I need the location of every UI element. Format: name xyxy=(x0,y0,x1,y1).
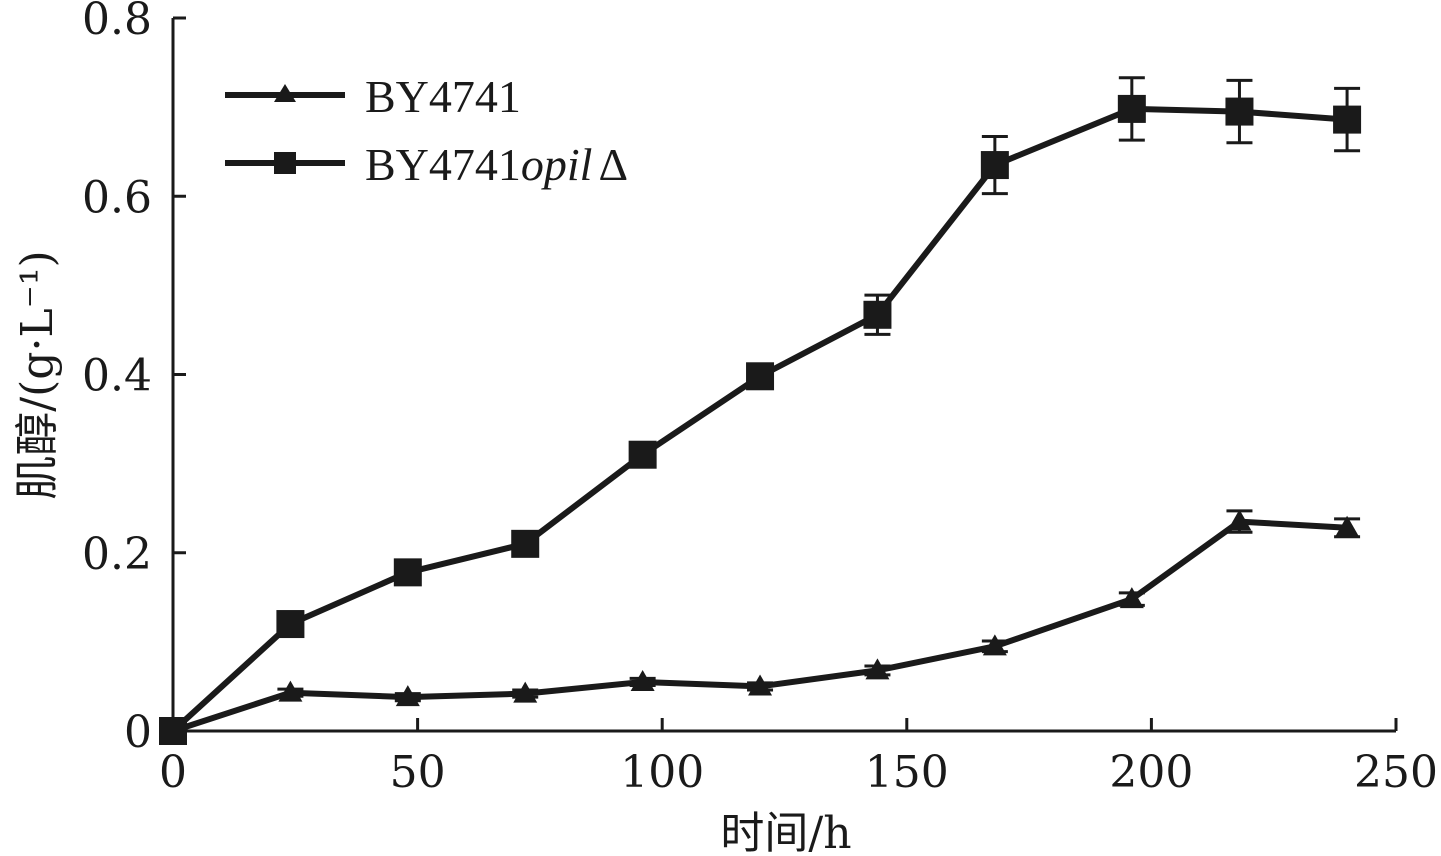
x-axis-ticks: 0 50 100 150 200 250 xyxy=(159,718,1438,798)
data-point-square xyxy=(863,300,892,329)
series-layer xyxy=(159,76,1362,745)
legend-item-by4741: BY4741 xyxy=(225,71,521,122)
series-line-by4741 xyxy=(172,518,1348,734)
axes xyxy=(171,18,1396,733)
data-point-triangle xyxy=(982,634,1007,656)
data-point-square xyxy=(159,717,187,745)
x-axis-title: 时间/h xyxy=(720,808,851,856)
legend: BY4741 BY4741opil Δ xyxy=(225,71,628,190)
data-point-square xyxy=(1117,94,1146,123)
legend-label-delta: Δ xyxy=(598,139,628,190)
data-point-square xyxy=(393,558,422,587)
data-point-triangle xyxy=(278,680,303,702)
data-point-square xyxy=(980,151,1009,180)
y-axis-ticks: 0 0.2 0.4 0.6 0.8 xyxy=(82,0,186,758)
x-tick-label: 200 xyxy=(1109,747,1193,798)
series-by4741 xyxy=(161,509,1361,740)
legend-item-by4741-opil-delta: BY4741opil Δ xyxy=(225,139,628,190)
data-point-triangle xyxy=(865,658,890,680)
data-point-triangle xyxy=(1335,515,1360,537)
legend-triangle-marker xyxy=(274,84,296,102)
data-point-triangle xyxy=(1119,587,1144,609)
data-point-triangle xyxy=(1227,509,1252,531)
x-tick-label: 50 xyxy=(390,747,446,798)
data-point-square xyxy=(511,529,540,558)
legend-square-marker xyxy=(274,152,296,174)
data-point-square xyxy=(276,610,305,639)
data-point-square xyxy=(1333,105,1362,134)
legend-label-gene: opil xyxy=(521,139,593,190)
y-tick-label: 0.6 xyxy=(82,172,152,223)
legend-label-by4741-opil-delta: BY4741opil Δ xyxy=(365,139,628,190)
x-tick-label: 0 xyxy=(159,747,187,798)
data-point-triangle xyxy=(630,669,655,691)
series-by4741-opil-delta xyxy=(159,76,1362,745)
y-axis-title: 肌醇/(g·L⁻¹) xyxy=(12,250,63,499)
data-point-square xyxy=(628,440,657,469)
data-point-triangle xyxy=(395,685,420,707)
x-tick-label: 250 xyxy=(1354,747,1438,798)
legend-label-by4741: BY4741 xyxy=(365,71,521,122)
y-tick-label: 0.8 xyxy=(82,0,152,45)
legend-label-strain: BY4741 xyxy=(365,139,521,190)
data-point-square xyxy=(1225,97,1254,126)
data-point-triangle xyxy=(513,681,538,703)
y-tick-label: 0.2 xyxy=(82,529,152,580)
y-tick-label: 0 xyxy=(124,707,152,758)
data-point-square xyxy=(746,362,775,391)
y-tick-label: 0.4 xyxy=(82,351,152,402)
data-point-triangle xyxy=(748,674,773,696)
x-tick-label: 150 xyxy=(865,747,949,798)
series-line-by4741-opil-delta xyxy=(170,105,1348,734)
x-tick-label: 100 xyxy=(620,747,704,798)
